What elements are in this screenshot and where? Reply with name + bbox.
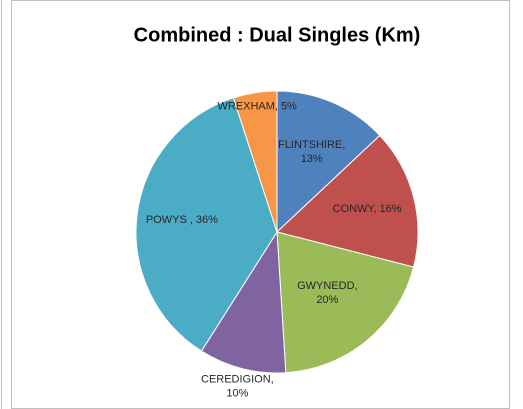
data-label: FLINTSHIRE, 13% xyxy=(278,139,345,165)
data-label: POWYS , 36% xyxy=(146,214,218,226)
pie-slice xyxy=(276,90,381,234)
pie-slice xyxy=(232,90,278,233)
pie-slice xyxy=(275,134,419,268)
data-label: WREXHAM, 5% xyxy=(217,101,297,113)
category-label: CONWY, xyxy=(333,203,377,215)
data-label: CEREDIGION, 10% xyxy=(201,373,274,399)
pie-slice xyxy=(200,230,287,374)
value-label: 20% xyxy=(316,294,338,306)
category-label: CEREDIGION, xyxy=(201,373,274,385)
value-label: 36% xyxy=(196,214,218,226)
value-label: 16% xyxy=(380,203,402,215)
value-label: 10% xyxy=(226,387,248,399)
value-label: 13% xyxy=(301,153,323,165)
category-label: WREXHAM, xyxy=(217,101,278,113)
category-label: POWYS , xyxy=(146,214,193,226)
category-label: FLINTSHIRE, xyxy=(278,139,345,151)
data-label: CONWY, 16% xyxy=(333,203,402,215)
category-label: GWYNEDD, xyxy=(297,280,358,292)
value-label: 5% xyxy=(281,101,297,113)
pie-slice xyxy=(135,97,278,352)
chart-title: Combined : Dual Singles (Km) xyxy=(134,24,421,46)
pie-slice xyxy=(276,231,415,374)
data-label: GWYNEDD, 20% xyxy=(297,280,358,306)
